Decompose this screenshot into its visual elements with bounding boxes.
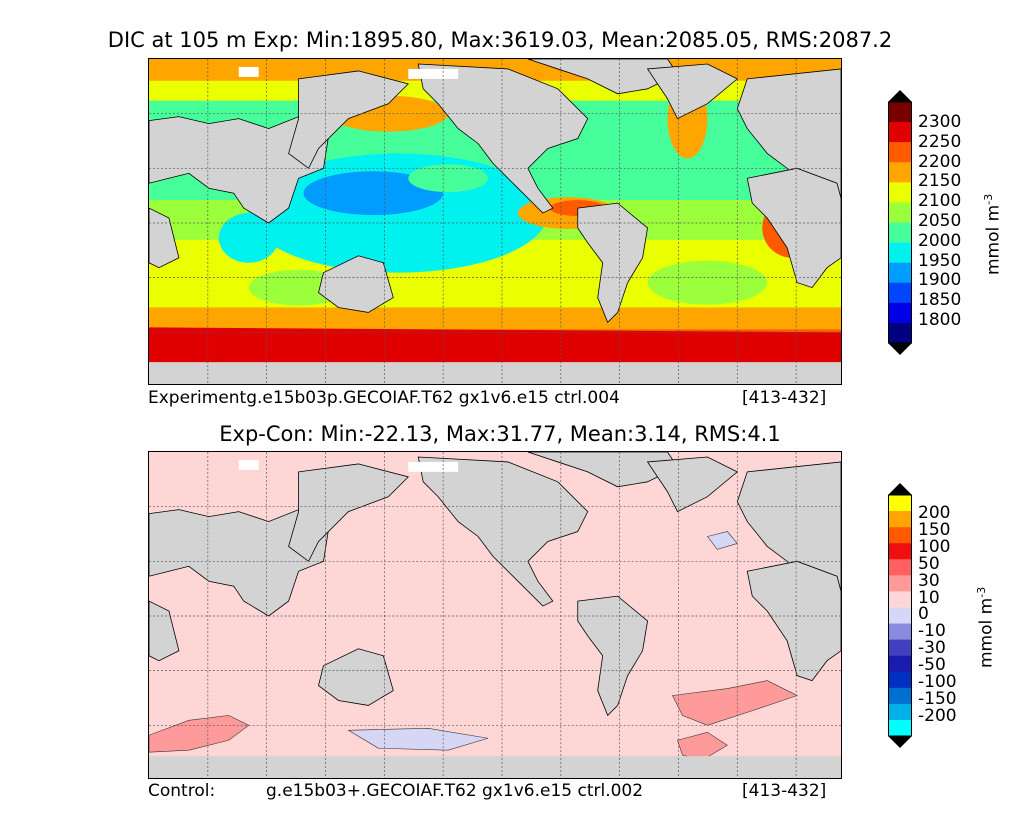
colorbar-swatch [888,719,912,737]
colorbar-swatch [888,511,912,528]
colorbar-swatch [888,142,912,163]
colorbar-tick-label: 200 [918,503,951,523]
colorbar-tick-label: 1950 [918,250,962,271]
colorbar-tick-label: 0 [918,604,929,625]
bottom-control-caption: g.e15b03+.GECOIAF.T62 gx1v6.e15 ctrl.002 [266,781,644,801]
colorbar-swatch [888,559,912,576]
colorbar-tick-label: 2000 [918,230,962,251]
colorbar-tick-label: 2250 [918,131,962,152]
colorbar-swatch [888,302,912,324]
colorbar-tick-label: -30 [918,638,946,659]
colorbar-swatch [888,162,912,183]
colorbar-tick-label: 50 [918,553,940,574]
colorbar-swatch [888,202,912,223]
colorbar-tick-label: 1800 [918,310,962,330]
colorbar-swatch [888,687,912,705]
colorbar-tick-label: -150 [918,688,957,709]
colorbar-extend-up-arrow [888,90,912,102]
colorbar-extend-down-arrow [888,343,912,355]
colorbar-swatch [888,242,912,263]
top-experiment-caption: Experimentg.e15b03p.GECOIAF.T62 gx1v6.e1… [148,388,620,408]
colorbar-swatch [888,623,912,640]
colorbar-swatch [888,222,912,243]
bottom-diff-map [148,451,842,779]
colorbar-tick-label: 2200 [918,151,962,172]
colorbar-tick-label: 2150 [918,171,962,192]
difference-field-map [149,452,841,778]
colorbar-tick-label: 30 [918,570,940,591]
colorbar-swatch [888,495,912,512]
top-dic-map [148,58,842,385]
colorbar-tick-label: -50 [918,655,946,676]
colorbar-swatch [888,655,912,673]
top-colorbar [888,90,912,355]
colorbar-tick-label: -100 [918,672,957,692]
colorbar-tick-label: 2300 [918,112,962,132]
bottom-control-label: Control: [148,781,216,801]
bottom-colorbar-unit: mmol m-3 [975,586,997,668]
colorbar-swatch [888,703,912,721]
top-map-title: DIC at 105 m Exp: Min:1895.80, Max:3619.… [107,28,893,52]
dic-field-map [149,59,841,384]
colorbar-tick-label: 100 [918,536,951,557]
colorbar-tick-label: 10 [918,587,940,608]
colorbar-tick-label: -10 [918,621,946,642]
colorbar-swatch [888,282,912,304]
colorbar-tick-label: -200 [918,705,957,726]
bottom-map-title: Exp-Con: Min:-22.13, Max:31.77, Mean:3.1… [219,422,781,446]
colorbar-swatch [888,527,912,544]
colorbar-tick-label: 1900 [918,270,962,291]
colorbar-swatch [888,122,912,143]
top-colorbar-unit: mmol m-3 [982,193,1004,275]
colorbar-tick-label: 2100 [918,191,962,212]
colorbar-swatch [888,575,912,592]
top-period-caption: [413-432] [742,388,827,408]
colorbar-swatch [888,182,912,203]
colorbar-swatch [888,639,912,656]
colorbar-extend-down-arrow [888,736,912,748]
colorbar-extend-up-arrow [888,483,912,495]
colorbar-swatch [888,607,912,624]
bottom-colorbar [888,483,912,748]
colorbar-swatch [888,102,912,123]
colorbar-tick-label: 2050 [918,211,962,231]
bottom-period-caption: [413-432] [742,781,827,801]
colorbar-swatch [888,671,912,689]
colorbar-swatch [888,262,912,284]
colorbar-swatch [888,591,912,608]
colorbar-tick-label: 150 [918,519,951,540]
colorbar-swatch [888,543,912,560]
colorbar-tick-label: 1850 [918,290,962,311]
colorbar-swatch [888,322,912,344]
